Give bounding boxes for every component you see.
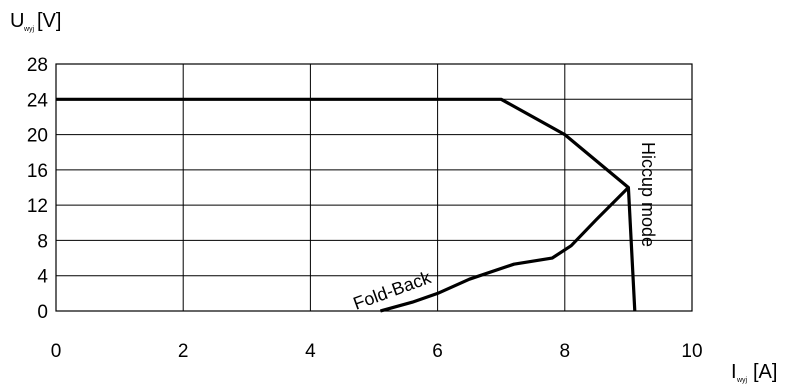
x-tick-label-0: 0	[51, 341, 62, 362]
x-tick-labels: 0 2 4 6 8 10	[51, 341, 703, 362]
y-tick-label-6: 24	[27, 90, 49, 111]
x-tick-label-2: 4	[305, 341, 316, 362]
x-tick-label-1: 2	[178, 341, 189, 362]
y-tick-labels: 0 4 8 12 16 20 24 28	[27, 55, 49, 323]
series-layer	[56, 97, 637, 313]
x-tick-label-5: 10	[681, 341, 702, 362]
y-tick-label-7: 28	[27, 55, 48, 76]
x-axis-title-main: I	[731, 361, 737, 383]
series-line-1	[379, 186, 630, 313]
y-axis-title-unit: [V]	[37, 10, 61, 32]
y-axis-title: U wyj [V]	[10, 10, 61, 33]
y-tick-label-1: 4	[37, 267, 48, 288]
x-tick-label-3: 6	[432, 341, 443, 362]
annotation-hiccup-mode: Hiccup mode	[638, 142, 658, 247]
plot-frame	[55, 63, 693, 312]
x-tick-label-4: 8	[560, 341, 571, 362]
y-axis-title-subscript: wyj	[23, 26, 35, 33]
x-axis-title-unit: [A]	[753, 361, 777, 383]
plot-area-border	[55, 63, 693, 312]
y-tick-label-2: 8	[37, 231, 48, 252]
y-tick-label-4: 16	[27, 161, 48, 182]
grid	[55, 63, 693, 312]
series-line-0	[56, 97, 637, 312]
x-axis-title: I wyj [A]	[731, 361, 777, 384]
y-axis-title-main: U	[10, 10, 24, 32]
y-tick-label-5: 20	[27, 126, 48, 147]
y-tick-label-3: 12	[27, 196, 48, 217]
x-axis-title-subscript: wyj	[736, 377, 748, 384]
y-tick-label-0: 0	[37, 302, 48, 323]
